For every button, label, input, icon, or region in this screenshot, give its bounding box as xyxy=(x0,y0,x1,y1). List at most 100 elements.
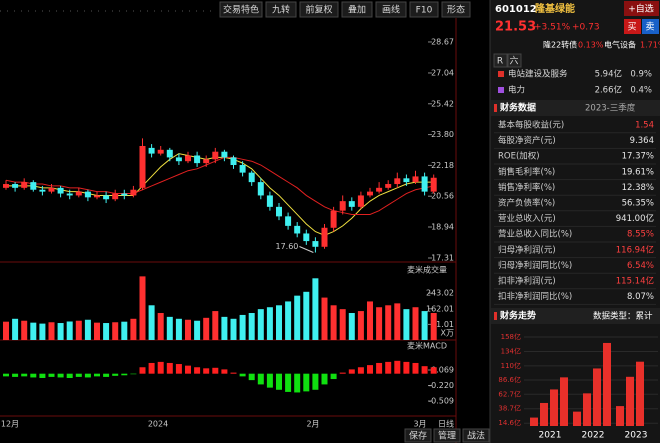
finance-bar xyxy=(530,417,538,426)
change-pct: +3.51% xyxy=(534,23,571,33)
toolbar-button[interactable] xyxy=(299,1,339,18)
toolbar-button[interactable] xyxy=(341,1,373,18)
watch-button[interactable] xyxy=(624,1,659,16)
candle-body xyxy=(394,178,401,185)
section-header xyxy=(491,100,660,116)
candle-body xyxy=(212,151,219,160)
toolbar-button[interactable] xyxy=(409,1,439,18)
volume-bar xyxy=(230,318,237,340)
volume-bar xyxy=(385,305,392,340)
macd-bar xyxy=(185,365,191,374)
y-tick-label: 38.7亿 xyxy=(498,404,521,413)
unit-label: X万 xyxy=(441,329,454,338)
finance-bar xyxy=(560,377,568,426)
macd-bar xyxy=(30,373,37,378)
tab-label: R xyxy=(497,57,503,67)
macd-bar xyxy=(412,362,419,374)
section-header xyxy=(491,308,660,324)
macd-bar xyxy=(139,367,146,374)
y-tick-label: 86.6亿 xyxy=(498,375,521,384)
x-tick-label: 12月 xyxy=(1,420,19,429)
macd-bar xyxy=(421,366,428,374)
candle-body xyxy=(203,159,210,164)
candle-body xyxy=(339,201,346,211)
volume-bar xyxy=(185,319,191,340)
volume-bar xyxy=(266,307,273,340)
macd-bar xyxy=(266,373,273,388)
candle-body xyxy=(194,155,201,164)
toolbar-button[interactable] xyxy=(265,1,297,18)
finance-bar xyxy=(616,406,624,426)
macd-bar xyxy=(303,373,310,392)
macd-bar xyxy=(130,373,137,375)
y-tick-label: 27.04 xyxy=(431,68,454,77)
macd-bar xyxy=(203,368,210,374)
volume-bar xyxy=(175,318,182,340)
row-label: 归母净利润同比(%) xyxy=(498,260,572,271)
y-tick-label: 110亿 xyxy=(501,361,521,370)
row-value: 1.54 xyxy=(635,121,654,131)
sector-name: 电气设备 xyxy=(604,40,636,50)
bottom-button[interactable] xyxy=(462,428,490,443)
toolbar-button[interactable] xyxy=(219,1,263,18)
finance-bar xyxy=(583,393,591,426)
macd-bar xyxy=(84,373,91,378)
finance-bar xyxy=(540,402,548,426)
volume-bar xyxy=(239,314,246,340)
candle-body xyxy=(421,176,428,192)
macd-bar xyxy=(21,373,28,377)
candle-body xyxy=(39,189,46,192)
business-share: 0.9% xyxy=(630,70,652,80)
tab[interactable] xyxy=(507,53,522,68)
volume-bar xyxy=(367,301,373,340)
bottom-button[interactable] xyxy=(433,428,461,443)
finance-bar xyxy=(603,342,611,426)
candle-body xyxy=(303,233,310,242)
business-marker xyxy=(498,71,504,77)
y-tick-label: 22.18 xyxy=(431,161,454,170)
volume-bar xyxy=(148,305,155,340)
candle-body xyxy=(376,187,383,192)
y-tick-label: 243.02 xyxy=(426,289,454,298)
volume-bar xyxy=(285,301,292,340)
annotation-leader xyxy=(299,246,314,253)
volume-bar xyxy=(348,313,355,340)
toolbar-button[interactable] xyxy=(375,1,407,18)
volume-bar xyxy=(212,311,219,340)
panel-title: 麦米成交量 xyxy=(407,265,447,275)
panel-title: 麦米MACD xyxy=(407,341,447,351)
row-label: 营业总收入同比(%) xyxy=(498,229,572,240)
section-marker xyxy=(494,104,497,112)
bottom-button[interactable] xyxy=(404,428,432,443)
sell-button[interactable] xyxy=(642,19,659,34)
row-label: 资产负债率(%) xyxy=(498,198,555,209)
candle-body xyxy=(112,193,119,200)
bottom-button-label: 管理 xyxy=(438,430,456,442)
volume-bar xyxy=(257,309,264,340)
toolbar-label: F10 xyxy=(416,6,433,16)
candle-body xyxy=(94,195,100,198)
row-label: 扣非净利润(元) xyxy=(498,276,556,287)
macd-bar xyxy=(212,367,219,374)
row-label: 销售毛利率(%) xyxy=(498,166,555,177)
candle-body xyxy=(130,189,137,196)
row-label: 归母净利润(元) xyxy=(498,244,556,255)
macd-bar xyxy=(230,372,237,374)
toolbar-button[interactable] xyxy=(441,1,471,18)
tab[interactable] xyxy=(493,53,508,68)
macd-bar xyxy=(157,361,164,374)
macd-bar xyxy=(112,373,119,376)
buy-button[interactable] xyxy=(624,19,641,34)
y-tick-label: 20.56 xyxy=(431,192,454,201)
section-title: 财务走势 xyxy=(499,310,536,322)
volume-bar xyxy=(339,309,346,340)
toolbar-label: 前复权 xyxy=(305,4,332,16)
volume-bar xyxy=(12,318,19,340)
moving-average xyxy=(5,156,434,215)
volume-bar xyxy=(303,291,310,340)
macd-bar xyxy=(376,362,383,374)
macd-bar xyxy=(321,373,328,385)
candle-body xyxy=(84,191,91,198)
candle-body xyxy=(121,193,128,196)
